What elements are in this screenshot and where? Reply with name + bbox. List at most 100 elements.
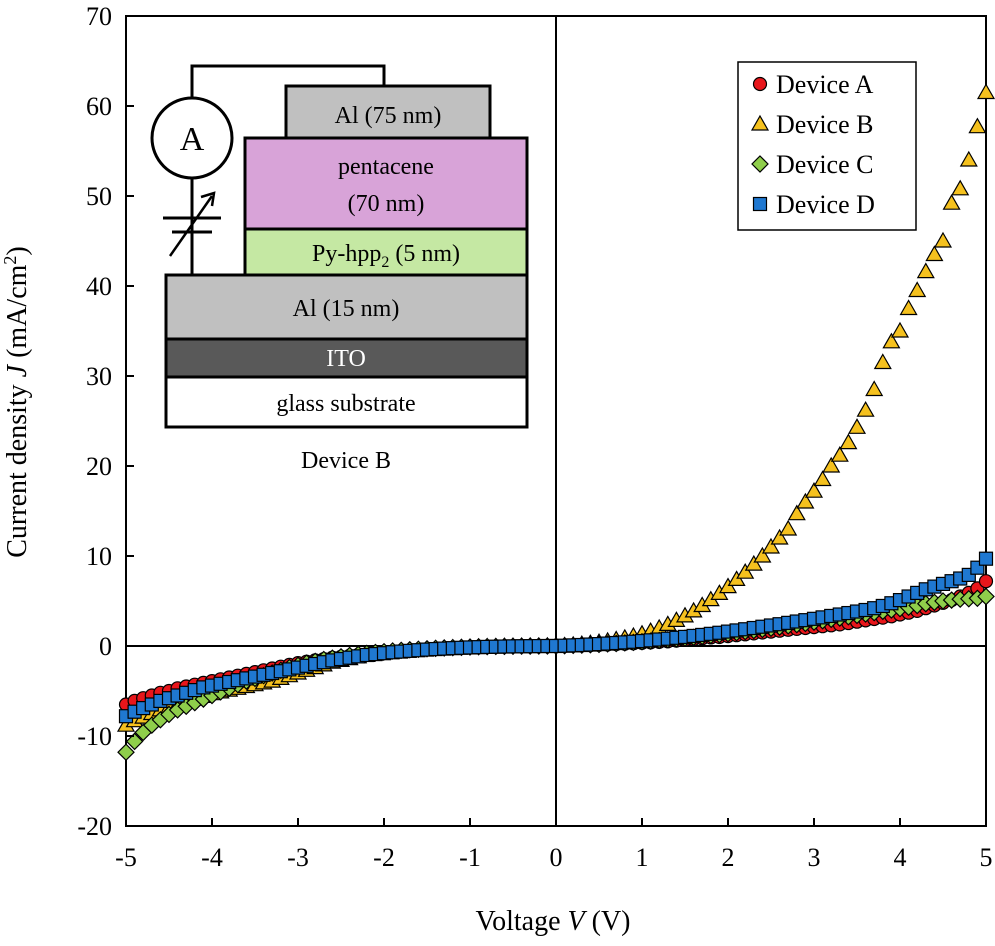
y-axis-label-close: ): [2, 246, 33, 255]
layer-pentacene-label-line2: (70 nm): [348, 191, 425, 217]
layer-al-top-label: Al (75 nm): [335, 103, 442, 129]
layer-al-top: [284, 84, 492, 140]
layer-ito-label: ITO: [326, 346, 366, 372]
layer-glass-substrate: [164, 375, 529, 429]
x-tick-label: -4: [201, 843, 223, 872]
data-point: [968, 117, 987, 134]
data-point: [761, 537, 781, 554]
data-point: [822, 456, 841, 473]
data-point: [847, 418, 867, 434]
data-point: [873, 353, 892, 370]
data-point: [744, 554, 763, 571]
layer-py-hpp2-sub: 2: [381, 254, 389, 271]
x-axis-label: Voltage V (V): [475, 906, 630, 937]
y-tick-label: 10: [86, 542, 112, 571]
data-point: [770, 528, 789, 545]
x-axis-label-unit: (V): [585, 906, 631, 937]
data-point: [117, 743, 135, 762]
data-point: [125, 732, 144, 751]
x-axis-label-var: V: [568, 906, 588, 937]
circuit-wire-top: [190, 64, 386, 118]
data-point: [951, 179, 970, 196]
data-point: [959, 150, 978, 167]
ammeter-icon: [150, 96, 234, 180]
layer-pentacene: [243, 136, 529, 231]
data-point: [890, 321, 910, 338]
data-point: [813, 470, 832, 487]
y-axis-label-part-1: Current density: [2, 377, 33, 557]
data-point: [976, 83, 995, 100]
legend-marker-device-d: [752, 196, 768, 212]
data-point: [796, 492, 815, 509]
legend: Device A Device B Device C Device D: [737, 61, 917, 231]
y-tick-label: 70: [86, 2, 112, 31]
y-tick-label: 50: [86, 182, 112, 211]
ammeter-label: A: [180, 121, 205, 158]
data-point: [865, 380, 884, 397]
y-tick-label: -20: [77, 812, 112, 841]
y-axis-label-unit: (mA/cm: [2, 264, 33, 365]
y-tick-label: 30: [86, 362, 112, 391]
device-schematic-inset: A Al (75 nm) pentacene (70 nm) Py-hpp2 (…: [150, 64, 529, 474]
layer-pentacene-label-line1: pentacene: [338, 154, 434, 180]
variable-source-arrow-icon: [168, 195, 214, 257]
data-point: [856, 400, 875, 417]
x-tick-label: 2: [722, 843, 735, 872]
layer-glass-substrate-label: glass substrate: [276, 391, 415, 417]
data-point: [839, 433, 858, 450]
legend-box: [737, 61, 917, 231]
x-tick-label: 1: [636, 843, 649, 872]
variable-source-arrowhead-icon: [200, 191, 216, 207]
x-tick-label: -2: [373, 843, 395, 872]
x-tick-label: 4: [894, 843, 907, 872]
y-axis-label: Current density J (mA/cm2): [0, 246, 33, 558]
legend-label-device-c: Device C: [776, 150, 873, 179]
legend-label-device-d: Device D: [776, 190, 875, 219]
legend-marker-device-a: [752, 76, 768, 92]
y-tick-label: -10: [77, 722, 112, 751]
data-point: [787, 504, 806, 521]
x-tick-label: 0: [550, 843, 563, 872]
data-point: [925, 245, 944, 262]
data-point: [978, 574, 994, 589]
data-point: [753, 546, 772, 563]
y-tick-label: 20: [86, 452, 112, 481]
data-point: [899, 299, 918, 316]
x-tick-label: 5: [980, 843, 993, 872]
x-tick-label: 3: [808, 843, 821, 872]
y-axis-label-sup: 2: [0, 256, 20, 265]
data-point: [882, 332, 901, 349]
data-point: [916, 262, 935, 279]
inset-caption: Device B: [301, 448, 391, 474]
data-point: [779, 519, 798, 536]
series-device-d: [118, 551, 994, 724]
data-point: [933, 231, 953, 248]
x-tick-label: -5: [115, 843, 137, 872]
layer-al-bottom-label: Al (15 nm): [293, 296, 400, 322]
y-axis-label-var: J: [2, 363, 33, 377]
data-point: [736, 562, 755, 579]
y-tick-label: 60: [86, 92, 112, 121]
x-tick-label: -3: [287, 843, 309, 872]
legend-label-device-a: Device A: [776, 70, 874, 99]
data-point: [942, 193, 961, 210]
legend-label-device-b: Device B: [776, 110, 873, 139]
data-point: [977, 587, 995, 606]
data-point: [908, 281, 927, 298]
data-point: [804, 481, 824, 498]
layer-py-hpp2-tail: (5 nm): [389, 241, 460, 267]
y-tick-label: 40: [86, 272, 112, 301]
x-axis-label-part-1: Voltage: [475, 906, 567, 937]
x-tick-label: -1: [459, 843, 481, 872]
layer-py-hpp2-label: Py-hpp2 (5 nm): [312, 241, 460, 271]
legend-marker-device-c: [751, 155, 769, 173]
data-point: [830, 445, 849, 462]
data-point: [978, 551, 994, 566]
series-layer: [116, 83, 995, 762]
y-tick-label: 0: [99, 632, 112, 661]
layer-py-hpp2-main: Py-hpp: [312, 241, 381, 267]
layer-ito: [164, 337, 529, 379]
legend-marker-device-b: [750, 114, 770, 131]
